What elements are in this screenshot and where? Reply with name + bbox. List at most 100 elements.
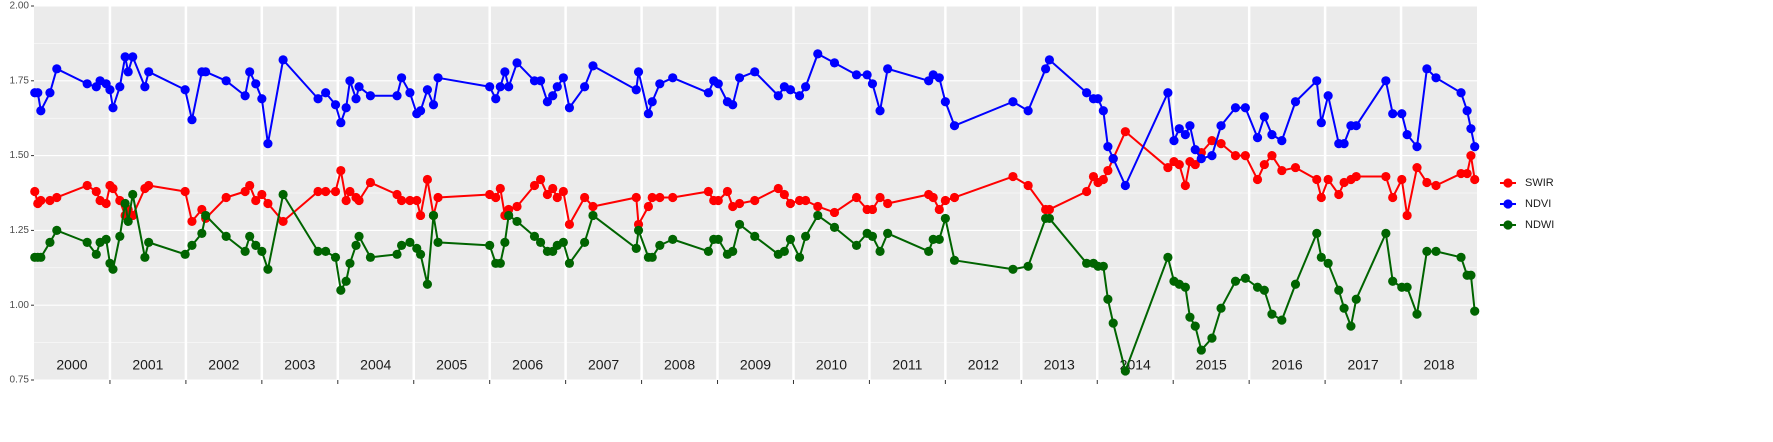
data-point xyxy=(140,252,150,262)
data-point xyxy=(928,192,938,203)
data-point xyxy=(1334,285,1344,295)
data-point xyxy=(647,252,657,262)
data-point xyxy=(734,198,745,209)
data-point xyxy=(491,94,501,104)
data-point xyxy=(120,198,130,209)
year-label: 2012 xyxy=(968,357,999,373)
data-point xyxy=(512,58,522,68)
data-point xyxy=(1169,136,1179,146)
data-point xyxy=(1381,76,1391,86)
data-point xyxy=(341,276,351,286)
data-point xyxy=(396,73,407,83)
data-point xyxy=(794,91,805,101)
data-point xyxy=(351,94,361,104)
data-point xyxy=(703,88,714,98)
data-point xyxy=(1456,252,1466,262)
data-point xyxy=(1323,174,1333,185)
data-point xyxy=(1422,64,1432,74)
data-point xyxy=(1466,124,1476,134)
data-point xyxy=(1041,64,1051,74)
data-point xyxy=(1093,94,1103,104)
data-point xyxy=(45,88,55,98)
data-point xyxy=(1267,309,1277,319)
data-point xyxy=(144,67,154,77)
data-point xyxy=(1259,159,1269,170)
data-point xyxy=(120,52,130,62)
data-point xyxy=(392,249,402,259)
data-point xyxy=(187,115,197,125)
data-point xyxy=(1098,174,1108,185)
data-point xyxy=(251,240,261,250)
data-point xyxy=(115,231,125,241)
data-point xyxy=(564,103,575,113)
data-point xyxy=(548,91,558,101)
data-point xyxy=(221,231,231,241)
data-point xyxy=(633,67,644,77)
data-point xyxy=(773,91,783,101)
data-point xyxy=(1339,139,1349,149)
data-point xyxy=(728,100,738,110)
data-point xyxy=(883,64,893,74)
year-label: 2007 xyxy=(588,357,619,373)
data-point xyxy=(1082,88,1092,98)
data-point xyxy=(588,61,598,71)
data-point xyxy=(713,234,723,244)
data-point xyxy=(82,79,92,89)
data-point xyxy=(529,231,540,241)
data-point xyxy=(813,210,823,221)
data-point xyxy=(345,76,355,86)
data-point xyxy=(1259,112,1269,122)
data-point xyxy=(1470,174,1480,185)
year-label: 2008 xyxy=(664,357,695,373)
data-point xyxy=(1312,228,1322,238)
data-point xyxy=(201,67,211,77)
data-point xyxy=(82,180,92,191)
data-point xyxy=(779,246,789,256)
data-point xyxy=(330,186,341,197)
data-point xyxy=(504,210,514,221)
data-point xyxy=(851,240,862,250)
data-point xyxy=(668,192,678,203)
data-point xyxy=(1422,246,1432,256)
data-point xyxy=(428,100,439,110)
data-point xyxy=(263,198,273,209)
data-point xyxy=(1267,151,1277,161)
data-point xyxy=(1207,333,1217,343)
data-point xyxy=(558,73,568,83)
data-point xyxy=(924,246,934,256)
data-point xyxy=(1397,109,1407,119)
data-point xyxy=(1466,270,1476,280)
data-point xyxy=(336,118,346,128)
data-point xyxy=(1163,252,1173,262)
data-point xyxy=(1277,165,1287,176)
data-point xyxy=(558,237,568,247)
data-point xyxy=(1163,88,1173,98)
data-point xyxy=(491,192,501,203)
data-point xyxy=(1240,273,1250,283)
data-point xyxy=(633,225,644,235)
year-label: 2001 xyxy=(132,357,163,373)
data-point xyxy=(341,103,351,113)
data-point xyxy=(785,198,796,209)
year-label: 2003 xyxy=(284,357,315,373)
data-point xyxy=(940,195,950,206)
data-point xyxy=(330,252,341,262)
data-point xyxy=(1240,151,1250,161)
data-point xyxy=(580,237,590,247)
data-point xyxy=(1323,258,1333,268)
data-point xyxy=(655,240,665,250)
data-point xyxy=(949,192,960,203)
data-point xyxy=(1216,303,1226,313)
data-point xyxy=(631,85,641,95)
data-point xyxy=(1277,315,1287,325)
data-point xyxy=(257,246,267,256)
data-point xyxy=(1402,282,1412,292)
data-point xyxy=(365,252,376,262)
data-point xyxy=(392,91,402,101)
data-point xyxy=(1023,180,1033,191)
data-point xyxy=(535,76,546,86)
data-point xyxy=(1196,153,1206,164)
data-point xyxy=(313,94,323,104)
data-point xyxy=(1412,309,1422,319)
data-point xyxy=(631,243,641,253)
